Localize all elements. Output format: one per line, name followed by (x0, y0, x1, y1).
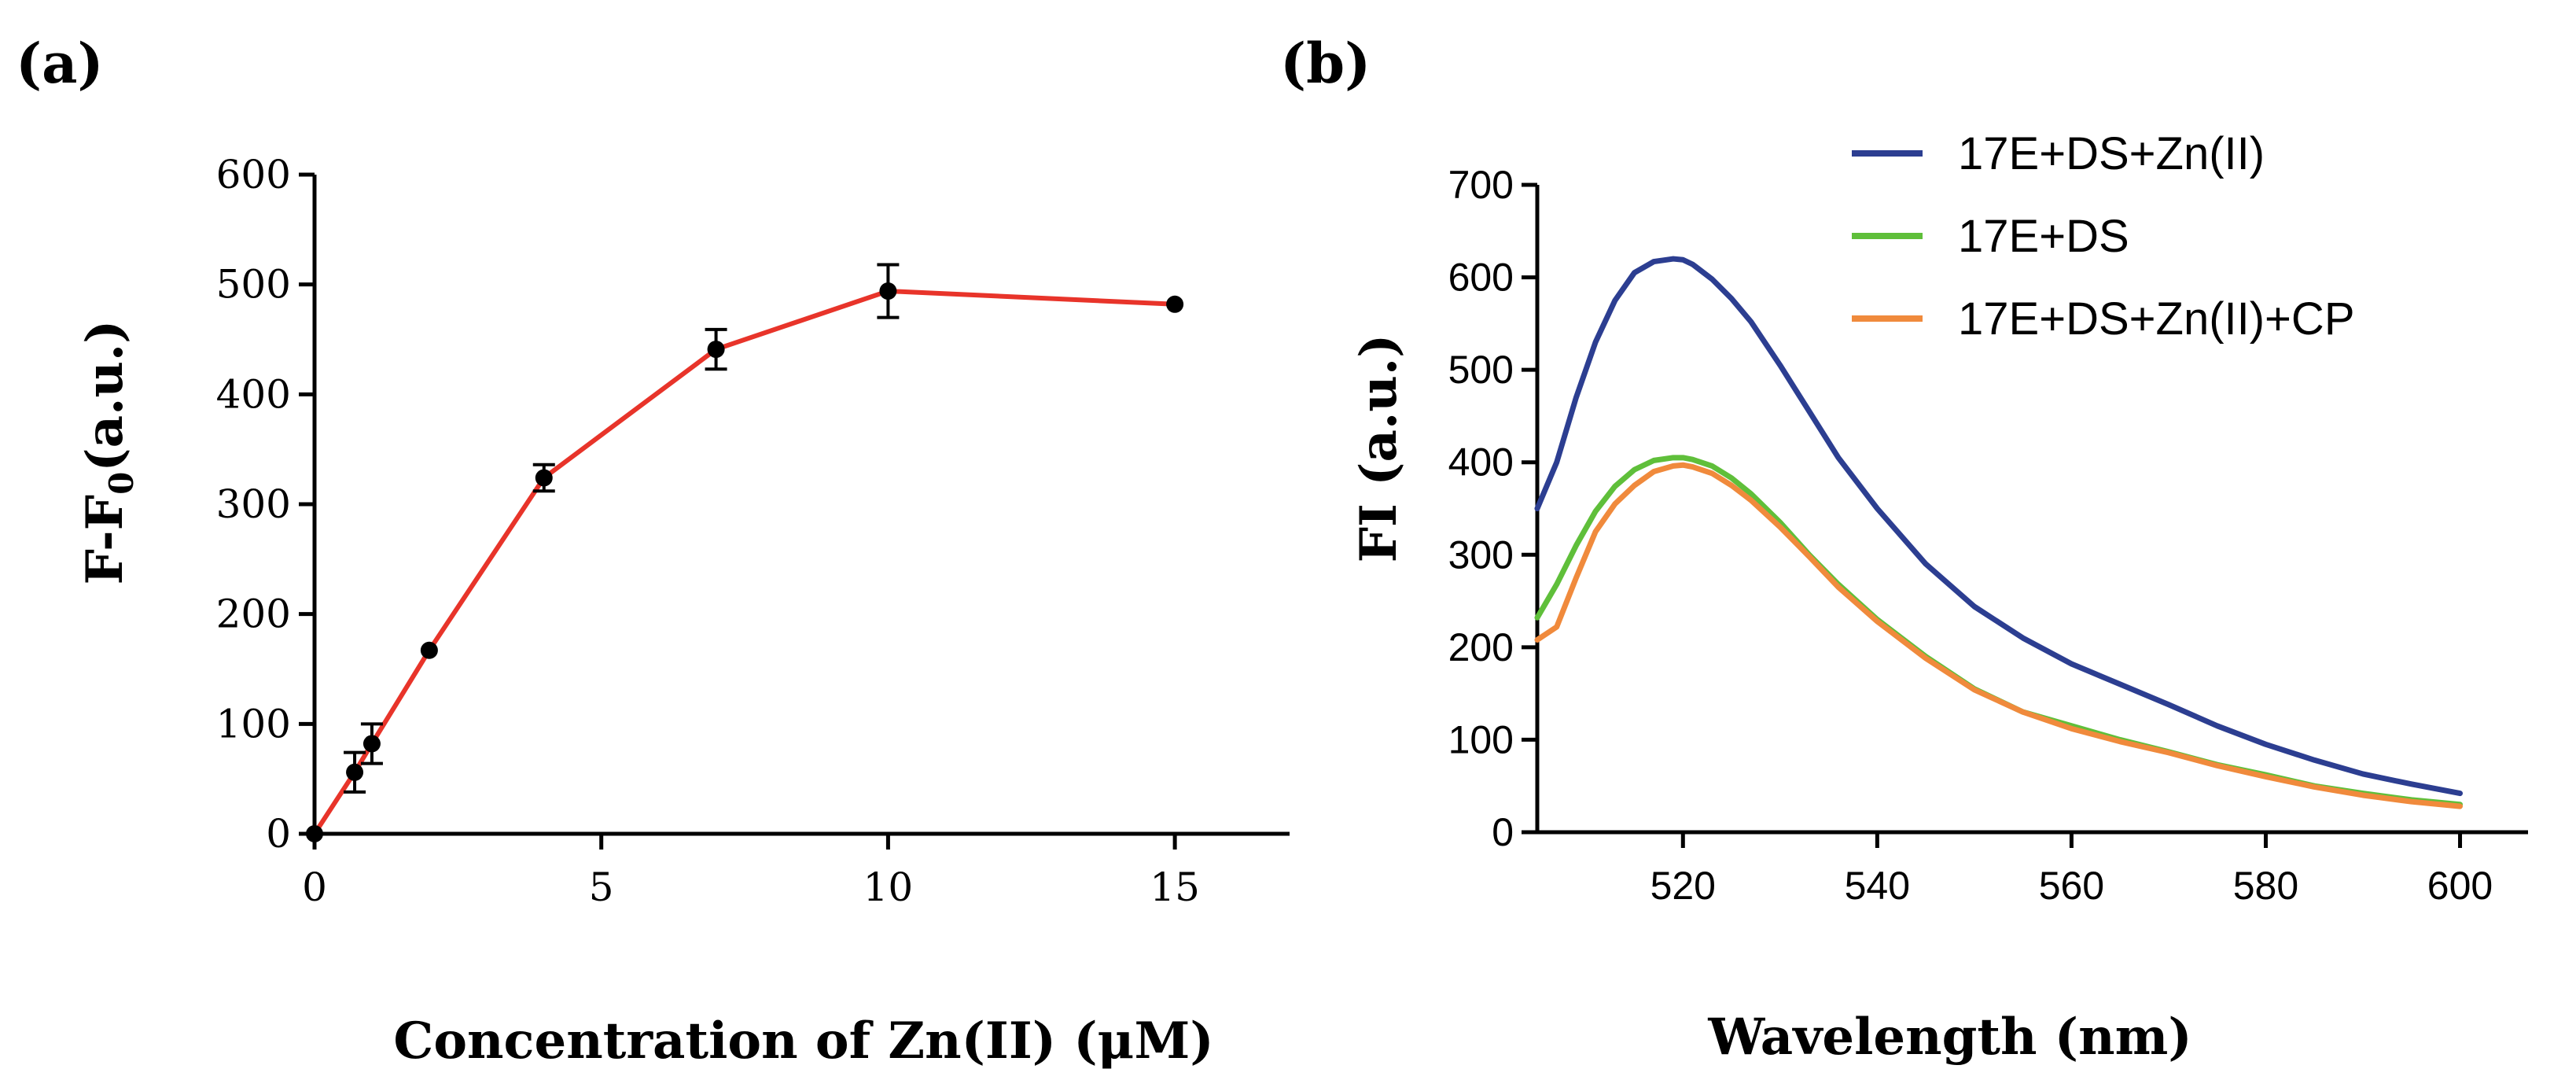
panel-b: (b) Wavelength (nm) FI (a.u.) 520 540 560 5… (1280, 31, 2528, 1067)
panel-a-x-tick-label: 0 (302, 864, 327, 910)
panel-a-y-tick-label: 100 (216, 701, 291, 746)
panel-b-y-tick-label: 0 (1492, 810, 1514, 854)
panel-b-y-tick-label: 600 (1448, 256, 1514, 300)
panel-a-series-line (312, 289, 1176, 835)
panel-a-y-tick-label: 400 (216, 371, 291, 417)
panel-a-x-tick-label: 5 (589, 864, 614, 910)
panel-a-data-point (306, 825, 323, 842)
panel-a-y-tick-label: 200 (216, 592, 291, 637)
panel-b-x-tick-label: 540 (1845, 864, 1910, 908)
panel-b-y-tick-label: 200 (1448, 625, 1514, 669)
panel-a-x-tick-label: 15 (1150, 864, 1200, 910)
panel-b-legend-label: 17E+DS+Zn(II) (1958, 128, 2265, 179)
panel-b-y-tick-label: 700 (1448, 163, 1514, 207)
panel-a-data-point (362, 735, 381, 753)
panel-b-x-tick-label: 520 (1650, 864, 1716, 908)
panel-b-label: (b) (1280, 31, 1371, 96)
panel-b-legend-label: 17E+DS (1958, 211, 2129, 262)
panel-a-y-axis-title-subscript: 0 (102, 472, 141, 495)
panel-b-y-tick-label: 400 (1448, 440, 1514, 485)
panel-a-data-point (707, 341, 725, 359)
panel-b-series-line (1534, 455, 2464, 808)
panel-a-label: (a) (16, 31, 104, 96)
panel-b-legend-label: 17E+DS+Zn(II)+CP (1958, 293, 2355, 345)
panel-b-x-tick-label: 580 (2233, 864, 2298, 908)
panel-b-series-line (1534, 256, 2464, 797)
panel-b-y-tick-label: 100 (1448, 717, 1514, 761)
panel-a-data-point (879, 282, 897, 300)
panel-a-y-axis-title: F-F0(a.u.) (75, 320, 141, 585)
panel-a-y-tick-label: 0 (266, 811, 291, 857)
panel-b-x-tick-label: 600 (2427, 864, 2493, 908)
panel-a-data-point (1166, 295, 1184, 313)
panel-b-x-tick-label: 560 (2039, 864, 2104, 908)
panel-b-y-tick-label: 300 (1448, 533, 1514, 577)
panel-a-x-tick-label: 10 (863, 864, 914, 910)
panel-a-x-axis-title: Concentration of Zn(II) (μM) (393, 1012, 1213, 1071)
panel-a-y-tick-label: 300 (216, 481, 291, 527)
panel-a-y-tick-label: 500 (216, 262, 291, 308)
panel-a-y-tick-label: 600 (216, 152, 291, 197)
panel-b-series-line (1534, 462, 2464, 809)
panel-b-x-axis-title: Wavelength (nm) (1707, 1008, 2191, 1067)
panel-a-data-point (420, 641, 438, 659)
panel-a: (a) Concentration of Zn(II) (μM) F-F0(a.… (16, 31, 1290, 1071)
panel-b-y-tick-label: 500 (1448, 348, 1514, 392)
panel-b-y-axis-title: FI (a.u.) (1349, 334, 1408, 563)
panel-a-y-axis-title-suffix: (a.u.) (75, 320, 134, 472)
panel-a-y-axis-title-main: F-F (75, 495, 134, 585)
panel-a-data-point (346, 763, 364, 781)
panel-a-data-point (535, 469, 553, 487)
